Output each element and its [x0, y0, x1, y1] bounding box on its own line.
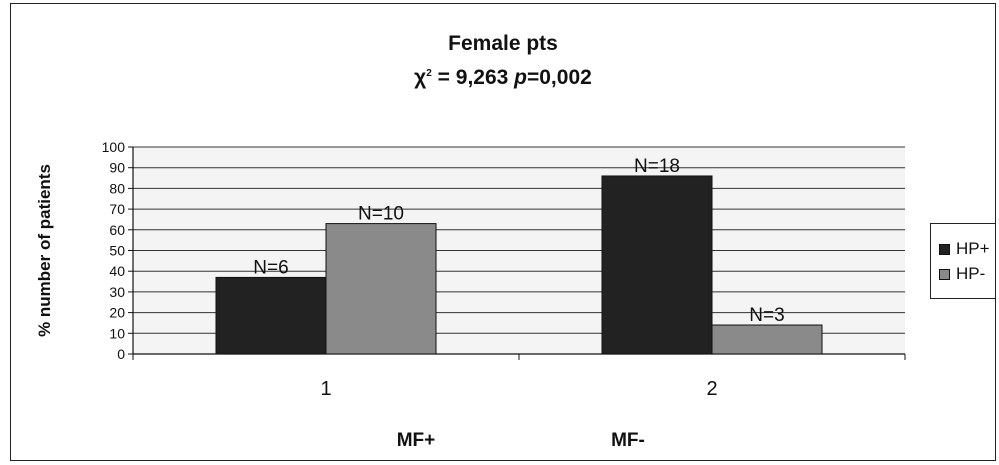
chart-title: Female pts	[448, 32, 558, 55]
group-label: MF+	[397, 430, 436, 451]
data-label: N=6	[253, 257, 288, 278]
bar	[711, 324, 823, 355]
y-tick-label: 60	[109, 222, 125, 238]
data-label: N=10	[358, 204, 404, 225]
y-axis-title: % number of patients	[35, 164, 54, 337]
chart-subtitle: χ2 = 9,263 p=0,002	[11, 66, 995, 90]
legend: HP+ HP-	[930, 223, 996, 299]
y-tick-label: 20	[109, 305, 125, 321]
bar	[325, 223, 437, 355]
x-tick-label: 1	[320, 378, 331, 400]
y-tick-label: 0	[117, 346, 125, 362]
y-tick-label: 30	[109, 284, 125, 300]
chi-square-value: = 9,263	[431, 66, 515, 89]
y-tick-label: 50	[109, 243, 125, 259]
x-tick-label: 2	[706, 378, 717, 400]
legend-item-hp-minus: HP-	[939, 264, 985, 284]
y-tick-label: 100	[102, 139, 126, 155]
legend-item-hp-plus: HP+	[939, 239, 990, 259]
y-tick-label: 90	[109, 160, 125, 176]
data-label: N=18	[634, 156, 680, 177]
y-tick-label: 40	[109, 263, 125, 279]
chi-square-symbol: χ2	[414, 66, 432, 89]
legend-label-hp-plus: HP+	[956, 239, 990, 258]
legend-label-hp-minus: HP-	[956, 264, 986, 283]
p-symbol: p	[514, 66, 527, 89]
data-label: N=3	[749, 305, 784, 326]
p-value: =0,002	[526, 66, 592, 89]
legend-swatch-hp-plus	[939, 243, 950, 255]
group-label: MF-	[611, 430, 645, 451]
bar	[215, 276, 327, 355]
y-tick-label: 80	[109, 180, 125, 196]
bar	[601, 175, 713, 355]
y-tick-label: 70	[109, 201, 125, 217]
y-tick-label: 10	[109, 325, 125, 341]
legend-swatch-hp-minus	[939, 268, 950, 280]
